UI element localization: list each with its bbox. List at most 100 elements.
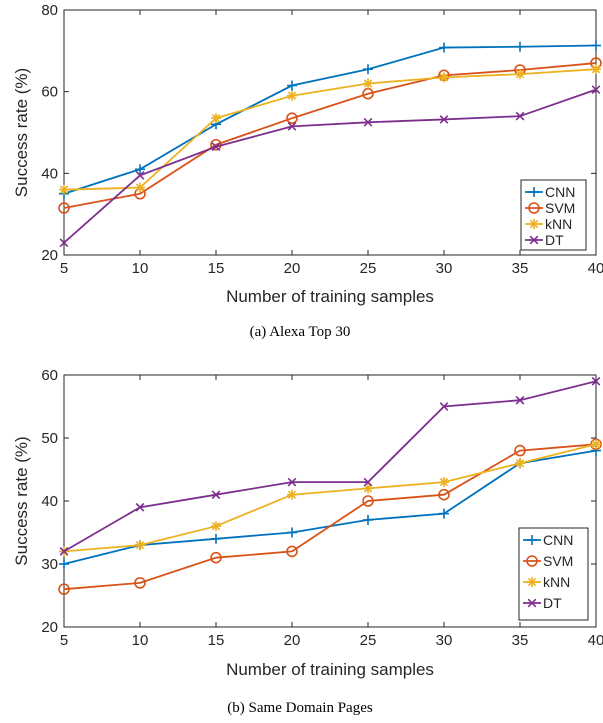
data-point-dt <box>211 490 221 500</box>
axes-frame <box>63 9 597 256</box>
series-line-svm <box>63 62 597 209</box>
x-tick-label: 30 <box>436 632 453 649</box>
data-point-dt <box>515 395 525 405</box>
x-tick-label: 15 <box>208 260 225 277</box>
x-axis-label: Number of training samples <box>226 287 434 306</box>
y-tick-label: 50 <box>41 430 58 447</box>
data-point-cnn <box>287 80 297 91</box>
x-axis-label: Number of training samples <box>226 660 434 679</box>
data-point-cnn <box>591 40 601 51</box>
data-point-svm <box>438 488 450 501</box>
data-point-dt <box>439 115 449 124</box>
data-point-svm <box>286 112 298 125</box>
data-point-dt <box>591 376 601 386</box>
y-axis-label: Success rate (%) <box>12 436 31 565</box>
data-point-cnn <box>515 41 525 52</box>
series-line-dt <box>63 88 597 244</box>
legend-entry-cnn: CNN <box>525 184 575 200</box>
data-point-knn <box>591 64 601 75</box>
y-tick-label: 60 <box>41 367 58 384</box>
data-point-knn <box>135 182 145 193</box>
legend-entry-dt: DT <box>523 595 562 611</box>
x-tick-label: 30 <box>436 260 453 277</box>
series-line-svm <box>63 443 597 591</box>
data-point-knn <box>287 90 297 101</box>
data-point-knn <box>515 69 525 80</box>
chart-panel-same-domain-pages: 5 10 15 20 25 30 35 40 20 30 40 50 60 Number of trai… <box>12 367 603 716</box>
data-point-dt <box>135 502 145 512</box>
legend-marker-knn <box>529 219 539 229</box>
chart-panel-alexa-top-30: 5 10 15 20 25 30 35 40 20 40 60 80 Number of traini… <box>12 2 603 340</box>
data-point-cnn <box>439 508 449 519</box>
x-tick-label: 40 <box>588 632 603 649</box>
legend-label-dt: DT <box>543 595 562 611</box>
data-point-svm <box>58 202 70 214</box>
legend-label-svm: SVM <box>543 553 573 569</box>
data-point-svm <box>286 545 298 558</box>
data-point-dt <box>515 111 525 121</box>
series-line-dt <box>63 380 597 553</box>
x-tick-label: 20 <box>284 632 301 649</box>
legend-marker-svm <box>526 555 538 567</box>
data-point-knn <box>59 184 69 195</box>
legend-entry-knn: kNN <box>523 574 570 590</box>
legend-marker-dt <box>529 235 539 245</box>
x-tick-label: 10 <box>132 632 149 649</box>
data-point-dt <box>287 477 297 487</box>
data-point-cnn <box>135 164 145 175</box>
data-point-knn <box>287 489 297 500</box>
plot-area: 5 10 15 20 25 30 35 40 20 40 60 80 <box>41 2 603 277</box>
data-point-knn <box>363 483 373 494</box>
legend-label-cnn: CNN <box>543 532 573 548</box>
x-tick-label: 40 <box>588 260 603 277</box>
data-point-svm <box>362 87 374 100</box>
legend-entry-svm: SVM <box>525 200 575 216</box>
data-point-svm <box>58 583 70 596</box>
x-tick-label: 25 <box>360 260 377 277</box>
data-point-knn <box>211 113 221 124</box>
x-tick-label: 5 <box>60 260 68 277</box>
x-tick-label: 15 <box>208 632 225 649</box>
data-point-dt <box>59 238 69 248</box>
y-tick-label: 20 <box>41 619 58 636</box>
data-point-dt <box>287 122 297 131</box>
legend-marker-dt <box>527 598 537 608</box>
data-point-dt <box>591 85 601 94</box>
x-tick-label: 35 <box>512 260 529 277</box>
legend-marker-cnn <box>529 187 539 197</box>
plot-area: 5 10 15 20 25 30 35 40 20 30 40 50 60 <box>41 367 603 649</box>
legend-label-dt: DT <box>545 232 564 248</box>
data-point-cnn <box>363 514 373 525</box>
legend-label-cnn: CNN <box>545 184 575 200</box>
data-point-svm <box>134 577 146 589</box>
data-point-knn <box>363 78 373 89</box>
legend: CNN SVM kNN DT <box>520 179 587 251</box>
caption: (b) Same Domain Pages <box>227 700 373 716</box>
data-point-knn <box>591 439 601 450</box>
legend-marker-svm <box>528 202 540 214</box>
y-tick-label: 40 <box>41 493 58 510</box>
data-point-cnn <box>59 559 69 569</box>
y-tick-label: 20 <box>41 247 58 264</box>
y-tick-label: 40 <box>41 165 58 182</box>
data-point-cnn <box>211 533 221 544</box>
data-point-dt <box>363 477 373 487</box>
legend-entry-knn: kNN <box>525 216 572 232</box>
data-point-knn <box>211 521 221 532</box>
data-point-svm <box>210 551 222 564</box>
legend-label-svm: SVM <box>545 200 575 216</box>
series-line-knn <box>63 68 597 191</box>
data-point-dt <box>211 142 221 152</box>
axes-frame <box>63 374 597 628</box>
x-tick-label: 10 <box>132 260 149 277</box>
legend: CNN SVM kNN DT <box>518 527 589 621</box>
legend-entry-svm: SVM <box>523 553 573 569</box>
data-point-knn <box>515 458 525 469</box>
legend-label-knn: kNN <box>543 574 570 590</box>
legend-entry-cnn: CNN <box>523 532 573 548</box>
data-point-svm <box>514 444 526 457</box>
data-point-knn <box>439 477 449 488</box>
y-tick-label: 30 <box>41 556 58 573</box>
data-point-dt <box>439 402 449 411</box>
